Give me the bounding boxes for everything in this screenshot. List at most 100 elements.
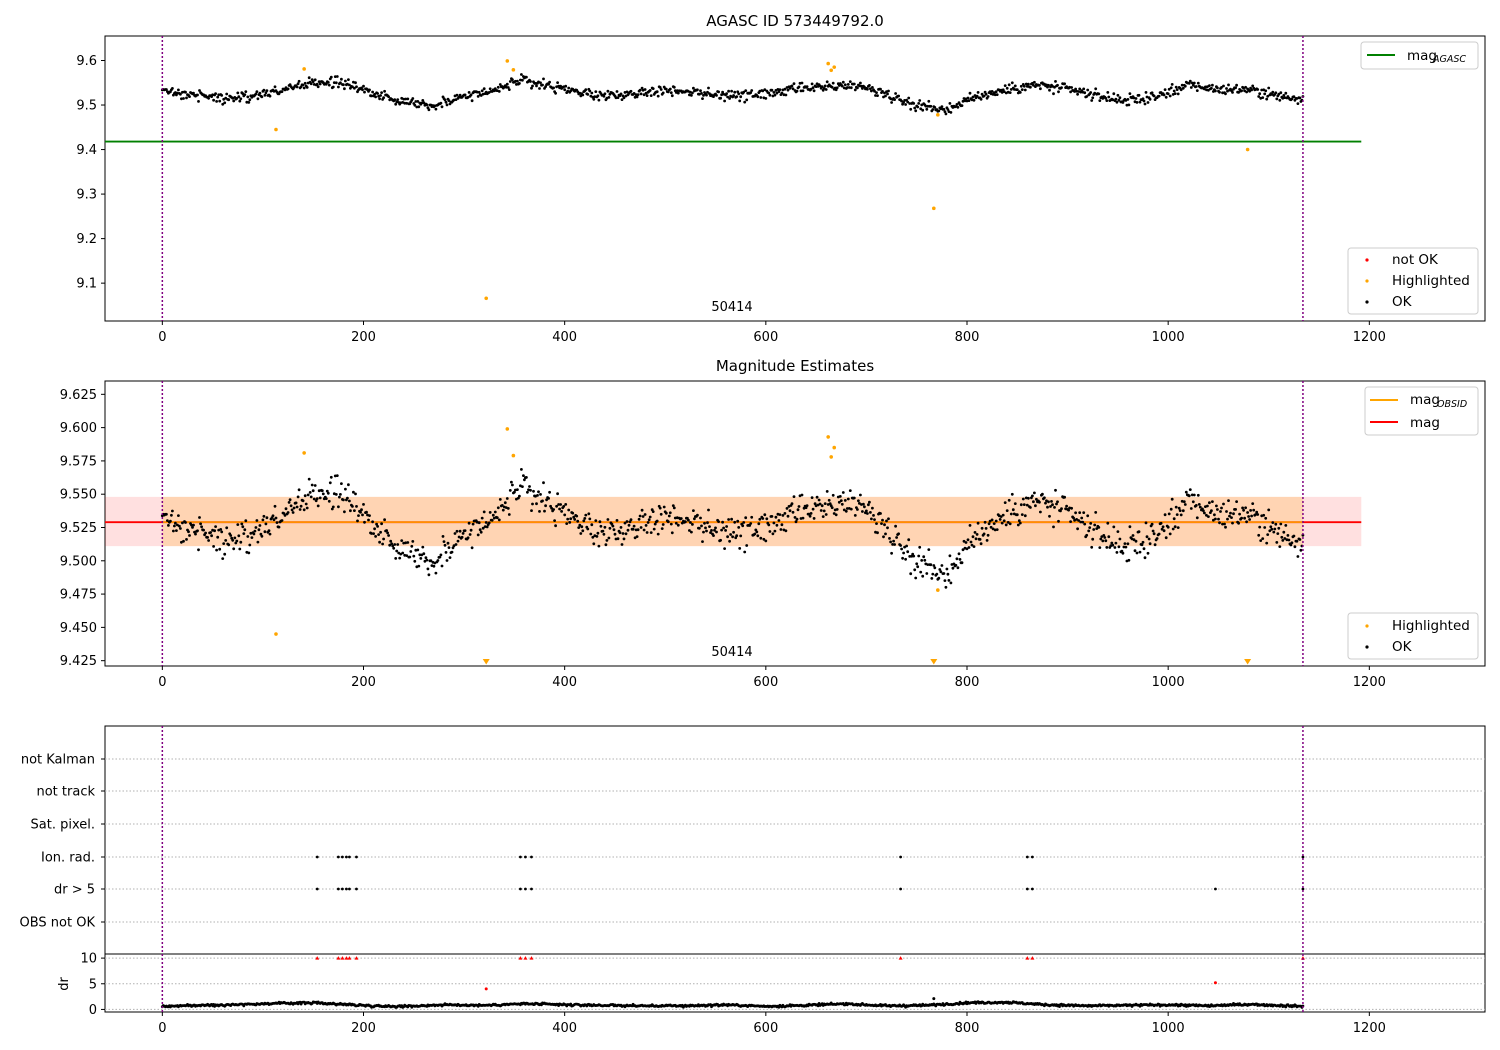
ok-point	[968, 91, 972, 95]
ok-point	[894, 92, 897, 95]
ok-point	[1023, 88, 1027, 92]
legend-label-mag-agasc: mag	[1407, 48, 1437, 64]
ok-point	[258, 524, 262, 527]
ok-point	[966, 538, 970, 542]
ok-point	[942, 572, 946, 575]
ok-point	[436, 559, 440, 562]
ok-point	[393, 543, 397, 546]
ok-point	[876, 531, 879, 535]
x-tick-label: 400	[552, 675, 577, 690]
ok-point	[330, 507, 334, 511]
ok-point	[719, 538, 722, 542]
ok-point	[273, 85, 277, 89]
flag-point	[524, 887, 527, 891]
ok-point	[1238, 512, 1241, 516]
ok-point	[310, 483, 314, 487]
ok-point	[287, 501, 291, 504]
y-tick-label: 9.475	[60, 588, 97, 603]
ok-point	[1224, 525, 1227, 529]
ok-point	[861, 510, 864, 513]
ok-point	[991, 527, 995, 531]
ok-point	[853, 514, 857, 517]
ok-point	[739, 534, 743, 538]
ok-point	[542, 77, 545, 81]
ok-point	[1190, 81, 1194, 85]
ok-point	[1163, 88, 1167, 91]
ok-point	[1115, 551, 1119, 554]
ok-point	[916, 565, 920, 569]
out-of-range-marker	[930, 659, 938, 665]
ok-point	[698, 526, 701, 530]
ok-point	[1083, 91, 1087, 95]
ok-point	[770, 515, 774, 518]
ok-point	[1168, 532, 1172, 536]
ok-point	[956, 566, 960, 570]
ok-point	[1102, 534, 1106, 537]
x-tick-label: 200	[351, 1021, 376, 1036]
ok-point	[659, 88, 663, 91]
ok-point	[777, 519, 781, 522]
ok-point	[1247, 515, 1250, 518]
ok-point	[556, 492, 559, 496]
ok-point	[514, 79, 517, 83]
ok-point	[1182, 500, 1186, 504]
ok-point	[713, 528, 716, 532]
ok-point	[596, 94, 600, 98]
ok-point	[317, 80, 321, 83]
ok-point	[299, 504, 303, 508]
ok-point	[347, 483, 350, 487]
ok-point	[672, 85, 676, 89]
ok-point	[603, 92, 607, 96]
ok-point	[1179, 513, 1183, 517]
ok-point	[616, 96, 620, 99]
ok-point	[256, 97, 260, 101]
ok-point	[388, 543, 392, 547]
ok-point	[670, 531, 674, 535]
ok-point	[1057, 519, 1060, 523]
x-tick-label: 1000	[1152, 1021, 1185, 1036]
ok-point	[398, 556, 402, 560]
ok-point	[976, 521, 980, 525]
ok-point	[980, 526, 984, 530]
ok-point	[1187, 494, 1191, 498]
ok-point	[377, 533, 380, 536]
ok-point	[832, 512, 836, 515]
ok-point	[1280, 535, 1284, 539]
ok-point	[503, 501, 507, 505]
ok-point	[185, 538, 188, 541]
ok-point	[762, 537, 766, 541]
ok-point	[216, 95, 220, 99]
ok-point	[405, 554, 409, 557]
ok-point	[647, 518, 651, 522]
legend-label-ok: OK	[1392, 639, 1413, 655]
ok-point	[224, 539, 228, 542]
ok-point	[185, 96, 188, 100]
ok-point	[237, 534, 241, 538]
flag-point	[899, 887, 903, 891]
panel-mag-obsid-label: 50414	[711, 645, 752, 660]
ok-point	[786, 514, 790, 518]
ok-point	[848, 80, 852, 83]
legend-box	[1347, 247, 1479, 315]
ok-point	[653, 522, 657, 526]
ok-point	[297, 79, 301, 83]
ok-points	[160, 468, 1305, 589]
out-of-range-marker	[482, 659, 490, 665]
ok-point	[640, 86, 644, 90]
ok-point	[674, 521, 678, 525]
ok-point	[362, 84, 365, 88]
ok-point	[581, 93, 585, 97]
ok-point	[873, 518, 876, 521]
ok-point	[811, 507, 815, 511]
ok-point	[1228, 514, 1231, 518]
ok-point	[994, 519, 998, 523]
ok-point	[484, 521, 488, 524]
ok-point	[937, 576, 941, 580]
ok-point	[590, 523, 594, 527]
ok-point	[576, 90, 580, 94]
ok-point	[184, 521, 187, 524]
ok-point	[309, 82, 313, 86]
ok-point	[441, 535, 445, 538]
ok-point	[608, 526, 612, 530]
